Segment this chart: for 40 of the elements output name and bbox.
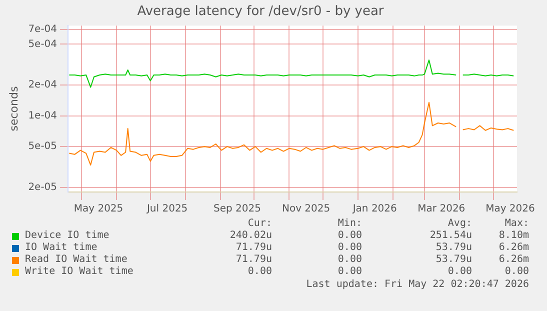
y-tick-label: 2e-05 bbox=[28, 182, 58, 193]
text: Max: bbox=[504, 218, 529, 230]
legend-label: Device IO time bbox=[25, 230, 110, 242]
text: Min: bbox=[336, 218, 362, 230]
legend-label: IO Wait time bbox=[25, 242, 98, 254]
legend-label: Write IO Wait time bbox=[25, 266, 134, 278]
text: 53.79u bbox=[434, 242, 472, 254]
y-tick-label: 2e-04 bbox=[28, 80, 58, 91]
text: 8.10m bbox=[498, 230, 529, 242]
legend-label: Read IO Wait time bbox=[25, 254, 128, 266]
x-tick-label: Nov 2025 bbox=[282, 204, 330, 215]
text: 53.79u bbox=[434, 254, 472, 266]
chart-title: Average latency for /dev/sr0 - by year bbox=[137, 4, 384, 20]
text: 0.00 bbox=[504, 266, 529, 278]
y-axis-title: seconds bbox=[7, 86, 20, 132]
text: 0.00 bbox=[336, 242, 362, 254]
text: 240.02u bbox=[228, 230, 272, 242]
y-tick-label: 5e-05 bbox=[28, 141, 58, 152]
text: 71.79u bbox=[234, 254, 272, 266]
x-tick-label: Sep 2025 bbox=[214, 204, 261, 215]
text: 0.00 bbox=[336, 254, 362, 266]
text: 0.00 bbox=[246, 266, 272, 278]
text: Cur: bbox=[246, 218, 272, 230]
text: 0.00 bbox=[336, 266, 362, 278]
text: 251.54u bbox=[428, 230, 472, 242]
text: 0.00 bbox=[336, 230, 362, 242]
x-tick-label: Mar 2026 bbox=[418, 204, 466, 215]
y-tick-label: 5e-04 bbox=[28, 38, 58, 50]
x-tick-label: May 2025 bbox=[74, 204, 124, 215]
text: Avg: bbox=[446, 218, 472, 230]
x-tick-label: Jan 2026 bbox=[352, 204, 397, 215]
x-tick-label: May 2026 bbox=[486, 204, 535, 215]
text: 71.79u bbox=[234, 242, 272, 254]
text: 0.00 bbox=[446, 266, 472, 278]
text: 6.26m bbox=[498, 242, 529, 254]
text: Last update: Fri May 22 02:20:47 2026 bbox=[305, 278, 529, 291]
text: 6.26m bbox=[498, 254, 529, 266]
y-tick-label: 7e-04 bbox=[28, 24, 58, 35]
y-tick-label: 1e-04 bbox=[28, 110, 58, 122]
x-tick-label: Jul 2025 bbox=[146, 204, 188, 215]
